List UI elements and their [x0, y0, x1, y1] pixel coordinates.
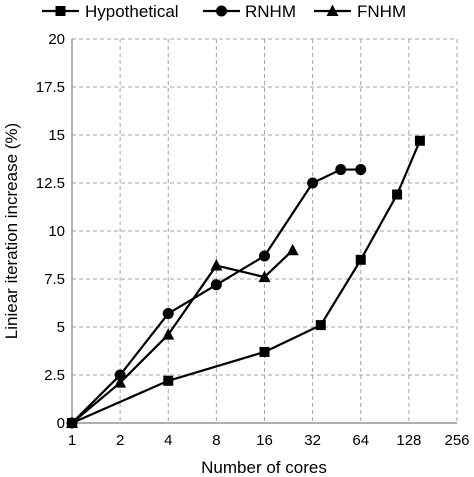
data-point — [414, 135, 425, 146]
x-axis-label: Number of cores — [201, 458, 327, 477]
data-point — [315, 320, 326, 331]
data-point — [259, 250, 270, 262]
data-point — [114, 369, 126, 381]
legend-item: RNHM — [203, 2, 296, 21]
y-tick-label: 7.5 — [44, 271, 65, 288]
legend-item: FNHM — [314, 2, 406, 21]
data-point — [210, 259, 223, 271]
series-line — [71, 249, 294, 424]
x-tick-label: 16 — [256, 432, 273, 449]
data-point — [307, 177, 319, 189]
x-tick-label: 4 — [164, 432, 172, 449]
x-tick-label: 32 — [304, 432, 321, 449]
y-tick-label: 10 — [48, 223, 65, 240]
data-point — [162, 308, 174, 320]
x-tick-label: 64 — [352, 432, 369, 449]
series-layer — [66, 135, 425, 429]
y-axis-label: Liniear iteration increase (%) — [2, 123, 21, 339]
data-point — [392, 189, 403, 200]
grid — [72, 38, 458, 423]
x-tick-label: 256 — [444, 432, 469, 449]
data-point — [163, 375, 174, 386]
x-tick-label: 128 — [396, 432, 421, 449]
y-tick-label: 15 — [48, 127, 65, 144]
y-tick-label: 2.5 — [44, 367, 65, 384]
x-tick-labels: 1 2 4 8 16 32 64 128 256 — [68, 432, 470, 449]
legend-label: Hypothetical — [85, 2, 179, 21]
legend-marker — [216, 5, 227, 17]
legend-item: Hypothetical — [42, 2, 179, 21]
series-fnhm — [66, 243, 299, 428]
y-tick-labels: 0 2.5 5 7.5 10 12.5 15 17.5 20 — [36, 31, 65, 432]
data-point — [210, 279, 222, 291]
legend-marker — [326, 4, 339, 16]
legend: Hypothetical RNHM FNHM — [42, 2, 406, 21]
data-point — [286, 243, 299, 256]
y-tick-label: 0 — [57, 415, 65, 432]
data-point — [162, 328, 175, 340]
legend-marker — [55, 6, 66, 16]
legend-label: FNHM — [357, 2, 406, 21]
data-point — [66, 416, 78, 428]
data-point — [114, 376, 127, 388]
data-point — [258, 270, 271, 283]
y-tick-label: 17.5 — [36, 79, 65, 96]
y-tick-label: 12.5 — [36, 175, 65, 192]
x-tick-label: 1 — [68, 432, 76, 449]
data-point — [335, 164, 347, 176]
legend-label: RNHM — [245, 2, 296, 21]
axes — [71, 39, 457, 424]
data-point — [355, 254, 366, 265]
x-tick-label: 8 — [212, 432, 220, 449]
x-tick-label: 2 — [116, 432, 124, 449]
y-tick-label: 5 — [57, 319, 65, 336]
data-point — [355, 164, 367, 176]
data-point — [259, 346, 270, 357]
y-tick-label: 20 — [48, 31, 65, 48]
